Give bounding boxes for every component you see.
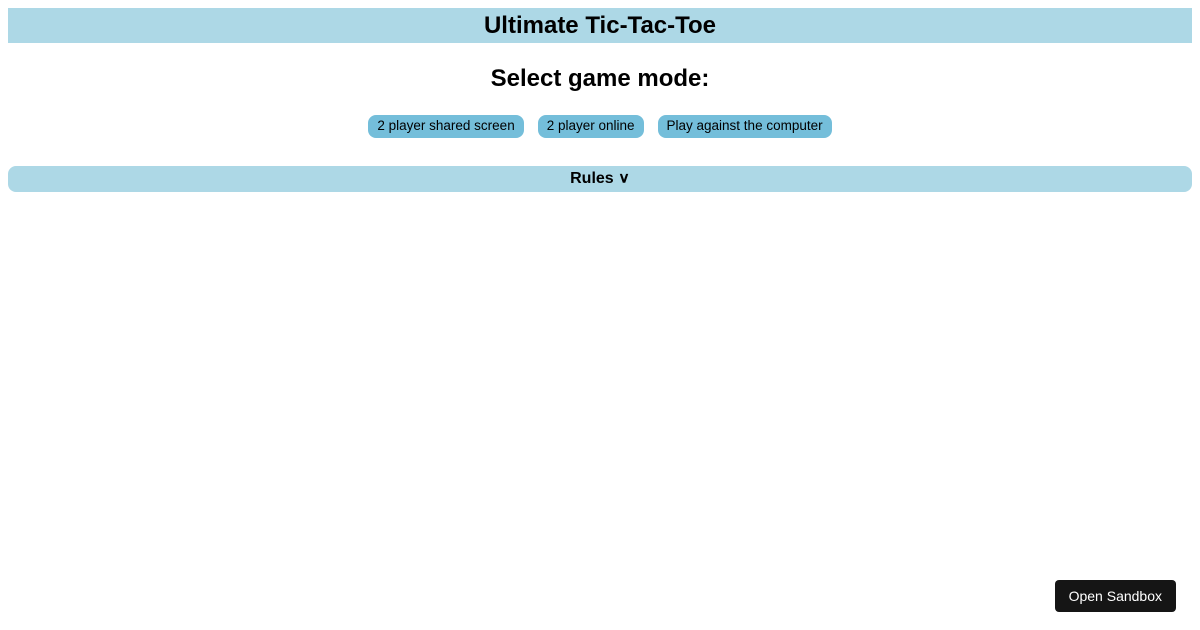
- mode-online-button[interactable]: 2 player online: [538, 115, 644, 138]
- rules-label: Rules: [570, 170, 618, 187]
- mode-vs-computer-button[interactable]: Play against the computer: [658, 115, 832, 138]
- mode-shared-screen-button[interactable]: 2 player shared screen: [368, 115, 523, 138]
- mode-button-row: 2 player shared screen 2 player online P…: [8, 115, 1192, 138]
- page-title: Ultimate Tic-Tac-Toe: [484, 12, 716, 39]
- rules-toggle-bar[interactable]: Rules ∨: [8, 166, 1192, 192]
- open-sandbox-button[interactable]: Open Sandbox: [1055, 580, 1176, 612]
- select-mode-heading: Select game mode:: [8, 65, 1192, 93]
- page-title-bar: Ultimate Tic-Tac-Toe: [8, 8, 1192, 43]
- chevron-down-icon: ∨: [618, 169, 630, 189]
